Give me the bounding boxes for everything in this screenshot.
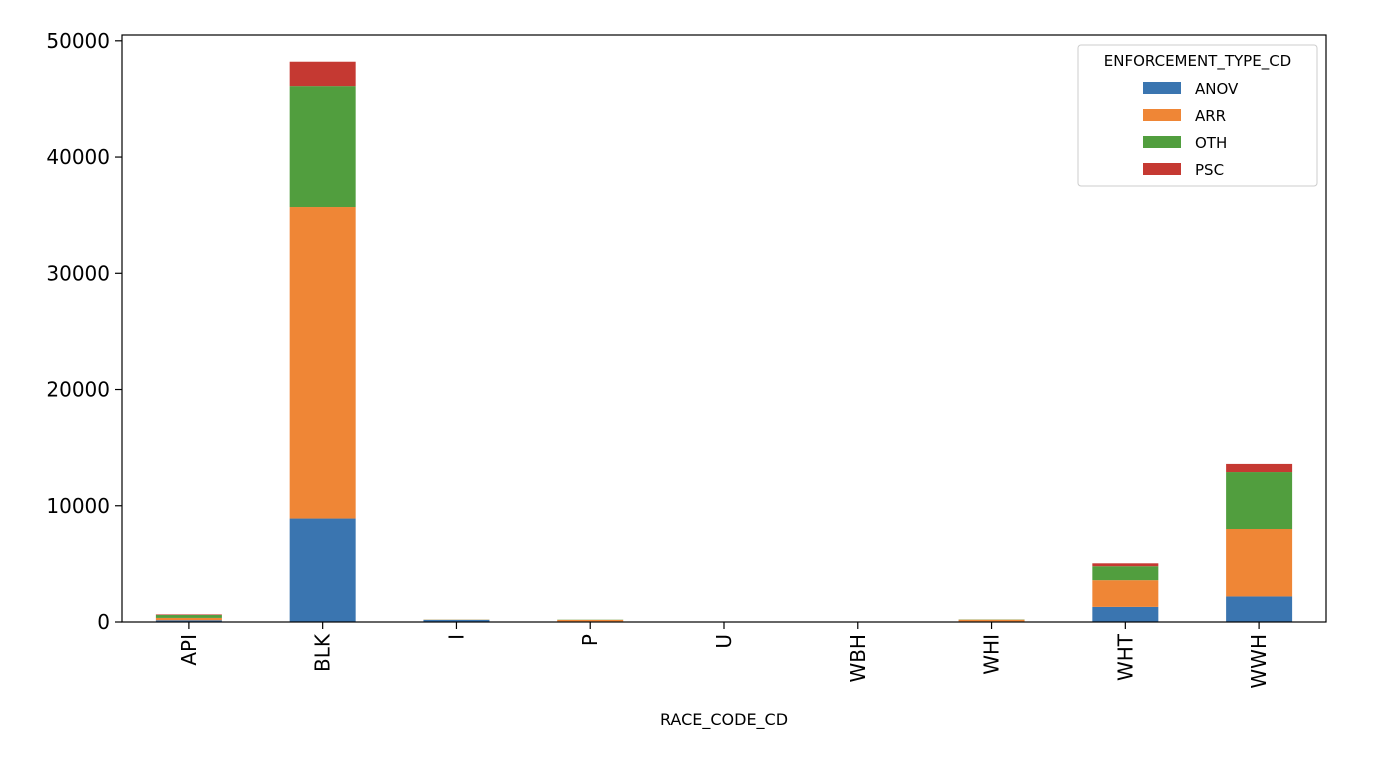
legend: ENFORCEMENT_TYPE_CD ANOV ARR OTH PSC bbox=[1078, 45, 1317, 186]
legend-swatch-psc bbox=[1143, 163, 1181, 175]
x-tick-label: BLK bbox=[311, 633, 335, 672]
bar-api-arr bbox=[156, 618, 222, 620]
y-tick-label: 20000 bbox=[46, 378, 110, 402]
bar-wht-psc bbox=[1092, 563, 1158, 566]
legend-label-oth: OTH bbox=[1195, 134, 1227, 152]
y-tick-label: 0 bbox=[97, 610, 110, 634]
x-tick-label: U bbox=[712, 634, 736, 649]
bar-blk-anov bbox=[290, 519, 356, 622]
legend-swatch-arr bbox=[1143, 109, 1181, 121]
bar-wwh-oth bbox=[1226, 472, 1292, 529]
legend-swatch-anov bbox=[1143, 82, 1181, 94]
bar-blk-arr bbox=[290, 207, 356, 519]
bar-p-arr bbox=[557, 620, 623, 622]
legend-title: ENFORCEMENT_TYPE_CD bbox=[1104, 52, 1291, 71]
x-tick-label: WHI bbox=[980, 634, 1004, 675]
bar-wwh-arr bbox=[1226, 529, 1292, 596]
y-tick-label: 40000 bbox=[46, 145, 110, 169]
bar-api-oth bbox=[156, 615, 222, 618]
bar-wht-anov bbox=[1092, 607, 1158, 622]
x-axis-title: RACE_CODE_CD bbox=[660, 710, 788, 730]
y-tick-label: 30000 bbox=[46, 261, 110, 285]
bar-blk-oth bbox=[290, 86, 356, 207]
x-tick-label: WBH bbox=[846, 634, 870, 683]
bar-whi-arr bbox=[959, 620, 1025, 622]
legend-label-psc: PSC bbox=[1195, 161, 1224, 179]
legend-swatch-oth bbox=[1143, 136, 1181, 148]
bar-wwh-anov bbox=[1226, 596, 1292, 622]
legend-label-arr: ARR bbox=[1195, 107, 1226, 125]
bar-blk-psc bbox=[290, 62, 356, 86]
y-axis: 0 10000 20000 30000 40000 50000 bbox=[46, 29, 122, 634]
x-tick-label: WHT bbox=[1113, 633, 1137, 681]
x-tick-label: WWH bbox=[1247, 634, 1271, 689]
bar-wht-arr bbox=[1092, 580, 1158, 607]
x-tick-label: API bbox=[177, 634, 201, 666]
y-tick-label: 50000 bbox=[46, 29, 110, 53]
x-axis: API BLK I P U WBH WHI WHT WWH bbox=[177, 622, 1271, 689]
y-tick-label: 10000 bbox=[46, 494, 110, 518]
bar-wwh-psc bbox=[1226, 464, 1292, 472]
bar-api-psc bbox=[156, 614, 222, 615]
legend-label-anov: ANOV bbox=[1195, 80, 1239, 98]
bar-wht-oth bbox=[1092, 566, 1158, 580]
x-tick-label: I bbox=[444, 634, 468, 640]
x-tick-label: P bbox=[578, 634, 602, 646]
